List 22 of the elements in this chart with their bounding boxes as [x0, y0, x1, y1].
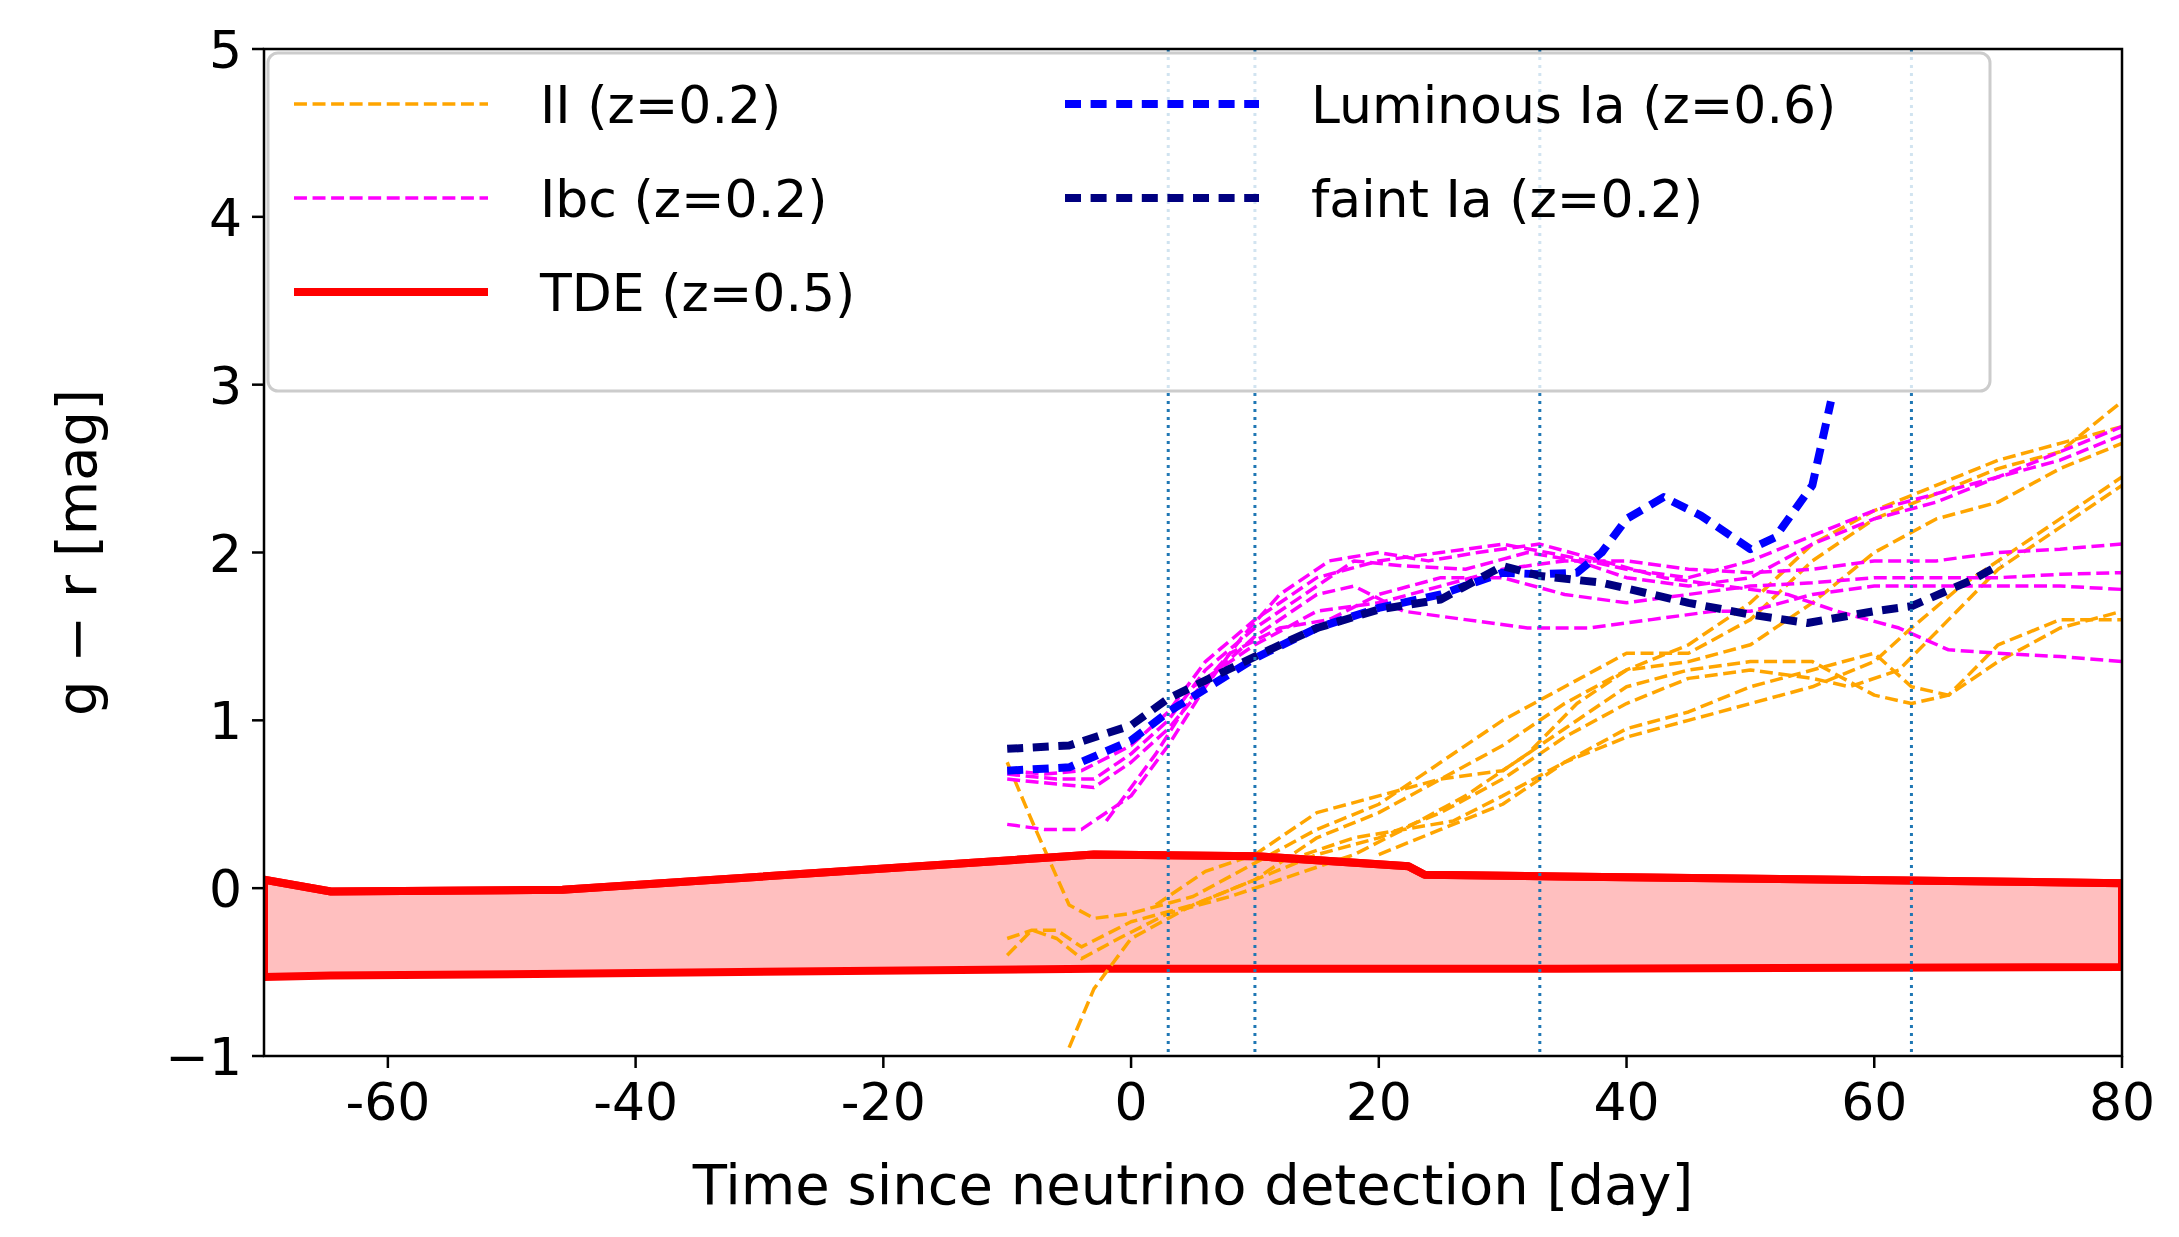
- legend-label: Ibc (z=0.2): [540, 169, 828, 229]
- x-tick-label: -20: [840, 1072, 926, 1132]
- legend-label: TDE (z=0.5): [539, 263, 856, 323]
- y-tick-label: 2: [208, 523, 242, 584]
- x-tick-label: 80: [2088, 1072, 2156, 1132]
- legend-label: II (z=0.2): [540, 75, 782, 135]
- y-tick-label: 3: [208, 355, 242, 416]
- y-tick-label: 1: [208, 691, 242, 752]
- legend-label: faint Ia (z=0.2): [1311, 169, 1704, 229]
- x-tick-label: 20: [1345, 1072, 1412, 1132]
- x-tick-label: 0: [1114, 1072, 1148, 1132]
- x-axis-title: Time since neutrino detection [day]: [691, 1152, 1694, 1217]
- y-tick-label: 5: [208, 20, 242, 80]
- x-tick-label: 60: [1841, 1072, 1908, 1132]
- y-tick-label: −1: [165, 1027, 242, 1087]
- x-tick-label: 40: [1593, 1072, 1660, 1132]
- x-tick-label: -60: [345, 1072, 431, 1132]
- y-tick-label: 4: [208, 187, 242, 248]
- y-axis-title: g − r [mag]: [44, 388, 109, 717]
- legend-label: Luminous Ia (z=0.6): [1311, 75, 1837, 135]
- y-tick-label: 0: [208, 859, 242, 920]
- x-tick-label: -40: [593, 1072, 679, 1132]
